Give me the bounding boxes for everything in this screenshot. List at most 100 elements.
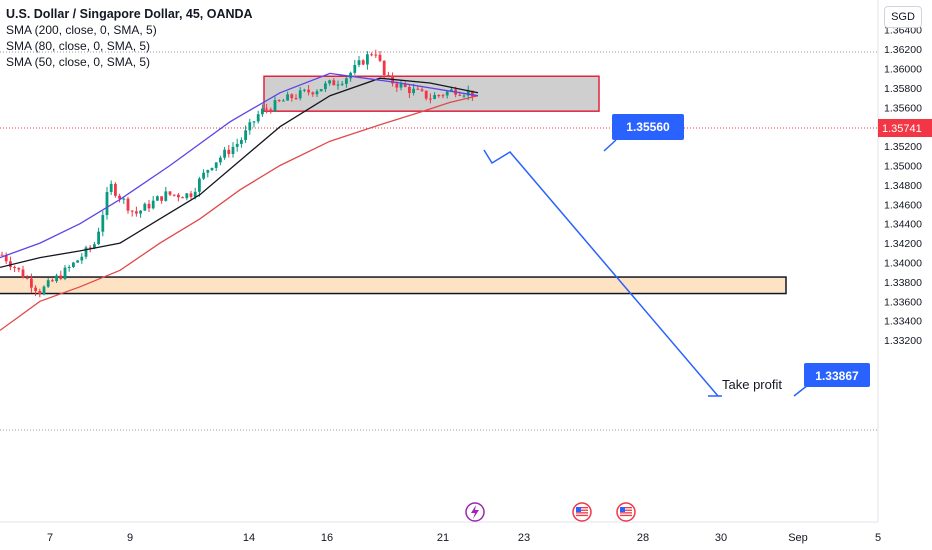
candle-body — [210, 167, 214, 171]
candle-body — [156, 196, 159, 201]
candle-body — [412, 88, 415, 94]
price-tick-label: 1.36200 — [884, 44, 922, 56]
resistance-zone — [263, 75, 600, 112]
candle-body — [450, 89, 453, 92]
price-tick-label: 1.35200 — [884, 141, 922, 153]
candle-body — [130, 210, 134, 212]
candle-body — [378, 54, 382, 61]
flag-icon-stripe — [620, 507, 632, 509]
sma50-line — [0, 72, 479, 259]
indicator-sma200-label[interactable]: SMA (200, close, 0, SMA, 5) — [6, 23, 157, 37]
candle-body — [9, 261, 12, 267]
flag-icon-stripe — [576, 514, 588, 517]
target-callout-text: 1.33867 — [815, 369, 859, 383]
candle-body — [374, 54, 378, 56]
candle-body — [353, 64, 357, 73]
candle-body — [17, 267, 21, 270]
candle-body — [168, 191, 172, 195]
candle-body — [101, 215, 105, 232]
candle-body — [4, 254, 8, 262]
candle-body — [0, 254, 4, 256]
lightning-icon-bolt — [471, 505, 479, 519]
candle-body — [97, 231, 100, 245]
candle-body — [46, 280, 50, 287]
candle-body — [164, 191, 168, 201]
flag-icon-stripe — [620, 512, 632, 514]
candle-body — [252, 121, 256, 123]
candle-body — [139, 210, 142, 214]
candle-body — [76, 260, 79, 263]
candle-body — [361, 60, 365, 65]
candle-body — [143, 203, 147, 211]
candle-body — [382, 60, 386, 76]
candle-body — [286, 94, 289, 101]
time-tick-label: 5 — [875, 532, 881, 544]
candle-body — [471, 90, 474, 97]
target-callout-box — [804, 363, 870, 387]
candle-body — [324, 83, 327, 90]
sma80-line — [0, 77, 479, 269]
time-tick-label: 7 — [47, 532, 53, 544]
flag-icon-base — [576, 507, 588, 517]
candle-body — [13, 266, 16, 268]
time-tick-label: 28 — [637, 532, 649, 544]
candle-body — [256, 114, 260, 122]
chart-legend: U.S. Dollar / Singapore Dollar, 45, OAND… — [6, 6, 253, 70]
candle-body — [433, 95, 436, 99]
price-tick-label: 1.34000 — [884, 258, 922, 270]
candle-body — [328, 80, 331, 84]
candle-body — [416, 88, 420, 90]
zones — [0, 75, 787, 295]
candle-body — [319, 89, 323, 92]
indicator-sma80-label[interactable]: SMA (80, close, 0, SMA, 5) — [6, 39, 151, 53]
candle-body — [214, 162, 218, 168]
time-tick-label: 30 — [715, 532, 727, 544]
candle-body — [466, 90, 470, 96]
candle-body — [42, 286, 46, 295]
currency-button[interactable]: SGD — [884, 6, 922, 28]
price-tick-label: 1.34200 — [884, 238, 922, 250]
candle-body — [193, 191, 197, 197]
candle-body — [273, 100, 277, 112]
candle-body — [189, 193, 193, 197]
candle-body — [244, 130, 247, 141]
candle-body — [80, 256, 84, 261]
price-tick-label: 1.35000 — [884, 161, 922, 173]
candle-body — [105, 191, 109, 216]
candle-body — [403, 83, 407, 87]
candle-body — [63, 267, 67, 279]
last-price-box — [878, 119, 932, 137]
candle-body — [458, 94, 462, 96]
candle-body — [177, 194, 180, 198]
candle-body — [294, 98, 298, 100]
candle-body — [88, 247, 92, 249]
candle-body — [357, 60, 361, 65]
candle-body — [315, 91, 319, 95]
candle-body — [126, 198, 130, 211]
projection-path — [483, 149, 719, 397]
candle-body — [172, 194, 176, 196]
candle-body — [282, 100, 285, 102]
price-tick-label: 1.34400 — [884, 219, 922, 231]
price-tick-label: 1.33800 — [884, 277, 922, 289]
grid — [0, 51, 878, 431]
indicator-sma50-label[interactable]: SMA (50, close, 0, SMA, 5) — [6, 55, 151, 69]
resistance-callout-text: 1.35560 — [626, 120, 670, 134]
candle-body — [93, 244, 96, 248]
time-tick-label: 9 — [127, 532, 133, 544]
candle-body — [109, 183, 113, 192]
candle-body — [21, 269, 25, 278]
candle-body — [370, 54, 373, 56]
resistance-callout-pointer — [603, 139, 617, 152]
candle-body — [366, 54, 369, 65]
candle-body — [240, 140, 243, 144]
candle-body — [38, 291, 42, 295]
candle-body — [30, 278, 33, 288]
candle-body — [332, 80, 336, 86]
candle-body — [462, 95, 466, 97]
flag-icon-canton — [620, 507, 625, 512]
symbol-title[interactable]: U.S. Dollar / Singapore Dollar, 45, OAND… — [6, 7, 253, 21]
